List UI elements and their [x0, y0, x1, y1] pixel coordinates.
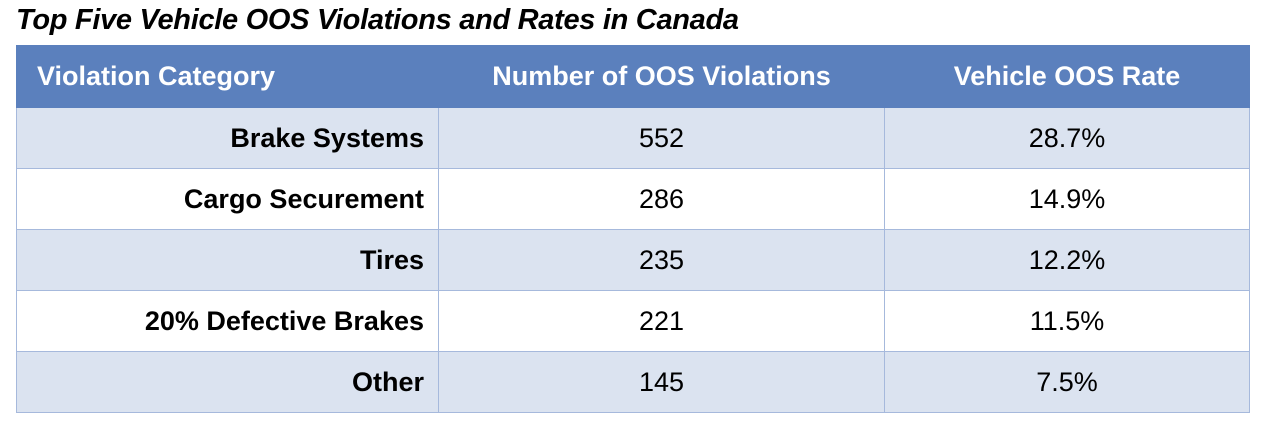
- oos-violations-count-cell: 145: [438, 351, 885, 413]
- oos-violations-table: Violation Category Number of OOS Violati…: [16, 45, 1250, 413]
- violation-category-cell: Other: [16, 351, 439, 413]
- violation-category-cell: Tires: [16, 229, 439, 291]
- oos-rate-cell: 12.2%: [884, 229, 1250, 291]
- table-row: 20% Defective Brakes 221 11.5%: [16, 290, 1250, 352]
- table-row: Cargo Securement 286 14.9%: [16, 168, 1250, 230]
- table-title: Top Five Vehicle OOS Violations and Rate…: [16, 4, 739, 36]
- violation-category-cell: Cargo Securement: [16, 168, 439, 230]
- header-number-of-oos-violations: Number of OOS Violations: [438, 45, 885, 108]
- violation-category-cell: 20% Defective Brakes: [16, 290, 439, 352]
- oos-rate-cell: 7.5%: [884, 351, 1250, 413]
- oos-rate-cell: 14.9%: [884, 168, 1250, 230]
- oos-violations-count-cell: 286: [438, 168, 885, 230]
- oos-rate-cell: 11.5%: [884, 290, 1250, 352]
- oos-rate-cell: 28.7%: [884, 107, 1250, 169]
- table-row: Other 145 7.5%: [16, 351, 1250, 413]
- oos-violations-count-cell: 552: [438, 107, 885, 169]
- oos-violations-count-cell: 235: [438, 229, 885, 291]
- header-violation-category: Violation Category: [16, 45, 439, 108]
- table-header-row: Violation Category Number of OOS Violati…: [16, 45, 1250, 108]
- violation-category-cell: Brake Systems: [16, 107, 439, 169]
- oos-violations-count-cell: 221: [438, 290, 885, 352]
- header-vehicle-oos-rate: Vehicle OOS Rate: [884, 45, 1250, 108]
- table-row: Tires 235 12.2%: [16, 229, 1250, 291]
- table-row: Brake Systems 552 28.7%: [16, 107, 1250, 169]
